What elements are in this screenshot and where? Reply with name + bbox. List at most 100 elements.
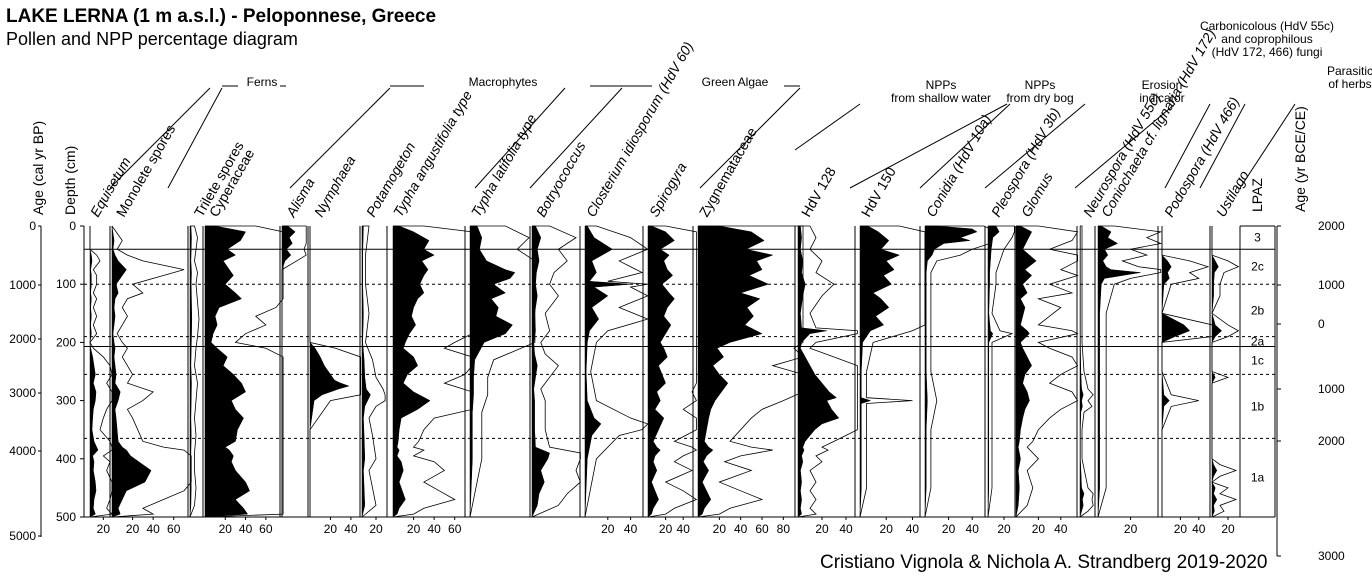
depth-axis: 0 100 200 300 400 500 Depth (cm): [56, 146, 85, 524]
taxon-silhouette: [189, 225, 193, 518]
taxon-name: Botryococcus: [533, 139, 589, 220]
x-tick-label: 40: [839, 522, 853, 536]
lpaz-column: 3 2c 2b 2a 1c 1b 1a LPAZ: [1239, 178, 1276, 518]
age-tick-label: 1000: [9, 278, 36, 292]
x-tick-label: 20: [1174, 522, 1188, 536]
group-label: and coprophilous: [1221, 32, 1312, 46]
group-label: Parasitic: [1327, 64, 1372, 78]
taxon-silhouette: [281, 225, 296, 517]
x-tick-label: 40: [239, 522, 253, 536]
taxon-silhouette: [859, 225, 901, 518]
group-bracket-line: [167, 87, 223, 189]
x-tick-label: 20: [659, 522, 673, 536]
taxon-name: Ustilago: [1213, 168, 1252, 220]
taxon-silhouette: [1079, 225, 1085, 518]
x-tick-label: 20: [1032, 522, 1046, 536]
depth-tick-label: 300: [56, 394, 76, 408]
group-label: of herbs: [1328, 77, 1371, 91]
x-tick-label: 40: [427, 522, 441, 536]
group-bracket-line: [984, 103, 1086, 189]
taxon-silhouette: [392, 225, 435, 518]
x-tick-label: 20: [815, 522, 829, 536]
age-tick-label: 4000: [9, 444, 36, 458]
x-tick-label: 60: [167, 522, 181, 536]
group-bracket-line: [1074, 103, 1176, 189]
group-bracket-line: [794, 103, 861, 151]
lpaz-title: LPAZ: [1249, 178, 1265, 212]
age-axis-title: Age (cal yr BP): [30, 121, 46, 215]
taxon-name: Typha latifolia type: [468, 111, 540, 219]
x-tick-label: 60: [755, 522, 769, 536]
group-bracket-line: [1164, 103, 1211, 189]
depth-tick-label: 100: [56, 277, 76, 291]
lpaz-zone-label: 2b: [1251, 303, 1265, 317]
group-bracket-line: [699, 87, 801, 189]
x-tick-label: 20: [369, 522, 383, 536]
x-tick-label: 20: [1124, 522, 1138, 536]
exaggeration-curve: [189, 225, 200, 518]
x-tick-label: 40: [1054, 522, 1068, 536]
exaggeration-curve: [987, 225, 1015, 518]
exaggeration-curve: [1097, 225, 1163, 518]
taxon-silhouette: [584, 225, 631, 518]
x-tick-label: 40: [677, 522, 691, 536]
taxon-silhouette: [924, 225, 978, 518]
taxon-panel: 20 40 Closterium idiosporum (HdV 60): [579, 39, 696, 536]
lpaz-zone-label: 2a: [1251, 335, 1265, 349]
taxon-name: Spirogyra: [646, 159, 690, 219]
x-tick-label: 40: [1192, 522, 1206, 536]
x-tick-label: 40: [734, 522, 748, 536]
depth-axis-title: Depth (cm): [62, 146, 78, 215]
age-axis-left: 0 1000 2000 3000 4000 5000 Age (cal yr BP): [9, 121, 46, 543]
chart-subtitle: Pollen and NPP percentage diagram: [6, 29, 298, 49]
taxon-panel: Typha latifolia type: [464, 111, 540, 518]
lpaz-zone-label: 1a: [1251, 471, 1265, 485]
age-tick-label: 3000: [1318, 549, 1345, 563]
chart-title: LAKE LERNA (1 m a.s.l.) - Peloponnese, G…: [6, 6, 437, 27]
group-label: from shallow water: [891, 91, 991, 105]
taxon-silhouette: [204, 225, 250, 518]
taxon-silhouette: [1097, 225, 1141, 518]
taxon-silhouette: [469, 225, 516, 518]
age-tick-label: 0: [1318, 317, 1325, 331]
taxon-name: Zygnemataceae: [696, 124, 760, 219]
taxon-silhouette: [531, 225, 550, 518]
taxon-panel: 20 40 Spirogyra: [642, 159, 698, 536]
taxon-silhouette: [647, 225, 675, 518]
group-bracket-line: [849, 103, 1008, 189]
x-tick-label: 20: [219, 522, 233, 536]
age-tick-label: 3000: [9, 386, 36, 400]
group-label: Ferns: [247, 75, 278, 89]
exaggeration-curve: [1079, 225, 1094, 518]
taxon-silhouette: [697, 225, 774, 518]
group-label: Carbonicolous (HdV 55c): [1200, 19, 1334, 33]
x-tick-label: 20: [880, 522, 894, 536]
taxon-panel: 20 40 HdV 128: [794, 164, 858, 536]
taxon-panel: 20 Ustilago: [1209, 168, 1252, 536]
age-tick-label: 5000: [9, 529, 36, 543]
exaggeration-curve: [584, 225, 649, 518]
taxon-silhouette: [1015, 225, 1037, 518]
taxon-panel: 20 40 Nymphaea: [307, 153, 361, 536]
x-tick-label: 40: [624, 522, 638, 536]
exaggeration-curve: [647, 225, 698, 518]
exaggeration-curve: [531, 225, 581, 518]
exaggeration-curve: [281, 225, 307, 517]
exaggeration-curve: [924, 225, 991, 518]
group-bracket-line: [919, 103, 1011, 189]
depth-tick-label: 400: [56, 452, 76, 466]
zone-boundaries: [84, 248, 1275, 439]
taxon-panel: 20 40 Conidia (HdV 10a): [919, 112, 994, 536]
x-tick-label: 20: [407, 522, 421, 536]
group-bracket-line: [289, 87, 391, 189]
depth-tick-label: 0: [69, 219, 76, 233]
exaggeration-curve: [1015, 225, 1079, 518]
x-tick-label: 60: [259, 522, 273, 536]
